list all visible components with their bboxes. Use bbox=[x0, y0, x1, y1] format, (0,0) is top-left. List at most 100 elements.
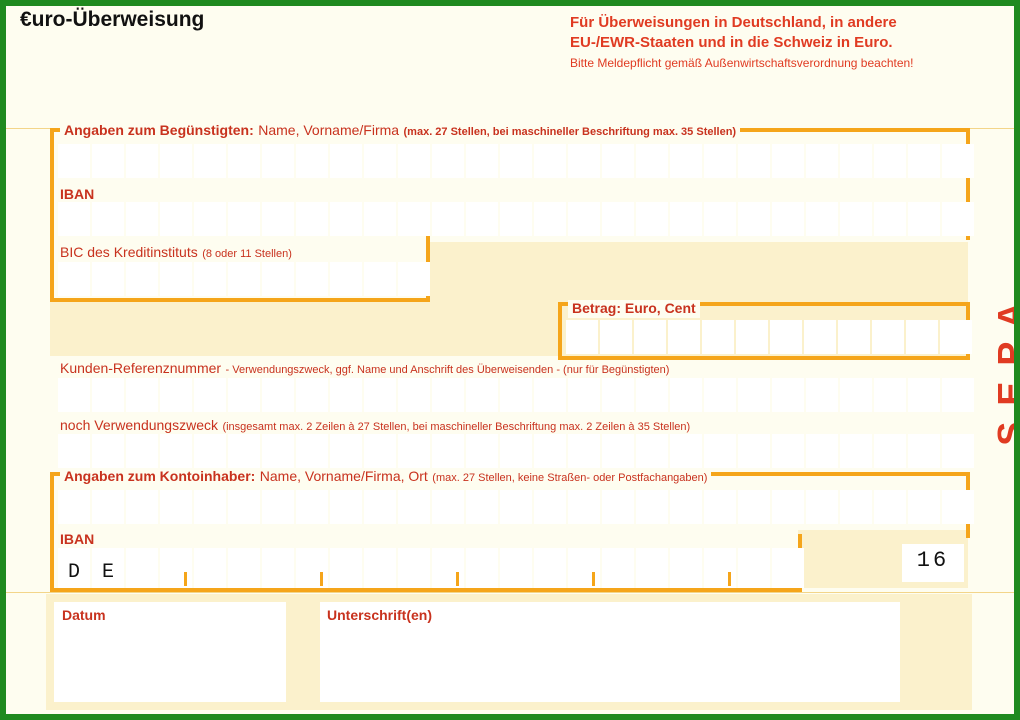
char-cell[interactable] bbox=[704, 490, 736, 524]
char-cell[interactable] bbox=[566, 320, 598, 354]
char-cell[interactable] bbox=[738, 490, 770, 524]
char-cell[interactable] bbox=[874, 378, 906, 412]
char-cell[interactable] bbox=[602, 144, 634, 178]
char-cell[interactable] bbox=[840, 144, 872, 178]
char-cell[interactable] bbox=[92, 378, 124, 412]
amount-cells[interactable] bbox=[566, 320, 972, 354]
char-cell[interactable] bbox=[668, 320, 700, 354]
char-cell[interactable] bbox=[670, 548, 702, 588]
char-cell[interactable] bbox=[228, 144, 260, 178]
char-cell[interactable] bbox=[942, 202, 974, 236]
char-cell[interactable] bbox=[636, 434, 668, 468]
char-cell[interactable] bbox=[838, 320, 870, 354]
char-cell[interactable] bbox=[634, 320, 666, 354]
beneficiary-name-cells[interactable] bbox=[58, 144, 974, 178]
char-cell[interactable] bbox=[160, 262, 192, 296]
char-cell[interactable] bbox=[296, 202, 328, 236]
char-cell[interactable] bbox=[602, 202, 634, 236]
signature-field[interactable] bbox=[320, 602, 900, 702]
char-cell[interactable] bbox=[228, 434, 260, 468]
char-cell[interactable] bbox=[58, 144, 90, 178]
char-cell[interactable] bbox=[670, 490, 702, 524]
char-cell[interactable] bbox=[534, 202, 566, 236]
char-cell[interactable] bbox=[228, 262, 260, 296]
char-cell[interactable] bbox=[636, 490, 668, 524]
char-cell[interactable] bbox=[874, 144, 906, 178]
char-cell[interactable] bbox=[398, 434, 430, 468]
char-cell[interactable] bbox=[330, 144, 362, 178]
char-cell[interactable] bbox=[126, 144, 158, 178]
char-cell[interactable] bbox=[262, 378, 294, 412]
char-cell[interactable] bbox=[398, 548, 430, 588]
char-cell[interactable] bbox=[160, 202, 192, 236]
char-cell[interactable] bbox=[126, 262, 158, 296]
char-cell[interactable] bbox=[704, 434, 736, 468]
char-cell[interactable] bbox=[330, 262, 362, 296]
char-cell[interactable] bbox=[806, 490, 838, 524]
char-cell[interactable] bbox=[92, 202, 124, 236]
char-cell[interactable] bbox=[772, 378, 804, 412]
char-cell[interactable] bbox=[906, 320, 938, 354]
holder-name-cells[interactable] bbox=[58, 490, 974, 524]
char-cell[interactable] bbox=[398, 144, 430, 178]
char-cell[interactable] bbox=[602, 378, 634, 412]
char-cell[interactable] bbox=[58, 434, 90, 468]
char-cell[interactable] bbox=[568, 144, 600, 178]
char-cell[interactable] bbox=[228, 202, 260, 236]
char-cell[interactable] bbox=[738, 144, 770, 178]
char-cell[interactable] bbox=[92, 262, 124, 296]
char-cell[interactable] bbox=[262, 434, 294, 468]
char-cell[interactable] bbox=[534, 144, 566, 178]
char-cell[interactable] bbox=[466, 378, 498, 412]
char-cell[interactable] bbox=[568, 490, 600, 524]
char-cell[interactable] bbox=[636, 202, 668, 236]
char-cell[interactable] bbox=[942, 378, 974, 412]
char-cell[interactable] bbox=[772, 548, 804, 588]
char-cell[interactable] bbox=[160, 490, 192, 524]
char-cell[interactable] bbox=[194, 490, 226, 524]
char-cell[interactable] bbox=[500, 144, 532, 178]
char-cell[interactable] bbox=[840, 202, 872, 236]
char-cell[interactable] bbox=[398, 378, 430, 412]
char-cell[interactable] bbox=[908, 434, 940, 468]
char-cell[interactable] bbox=[772, 434, 804, 468]
char-cell[interactable] bbox=[466, 144, 498, 178]
char-cell[interactable] bbox=[840, 434, 872, 468]
char-cell[interactable] bbox=[466, 202, 498, 236]
char-cell[interactable] bbox=[942, 434, 974, 468]
char-cell[interactable] bbox=[908, 378, 940, 412]
char-cell[interactable] bbox=[806, 202, 838, 236]
char-cell[interactable] bbox=[398, 262, 430, 296]
char-cell[interactable] bbox=[568, 202, 600, 236]
char-cell[interactable] bbox=[194, 202, 226, 236]
char-cell[interactable] bbox=[600, 320, 632, 354]
char-cell[interactable] bbox=[500, 490, 532, 524]
char-cell[interactable] bbox=[262, 262, 294, 296]
char-cell[interactable] bbox=[636, 548, 668, 588]
char-cell[interactable] bbox=[296, 262, 328, 296]
char-cell[interactable] bbox=[262, 490, 294, 524]
purpose2-cells[interactable] bbox=[58, 434, 974, 468]
char-cell[interactable] bbox=[432, 202, 464, 236]
char-cell[interactable] bbox=[364, 490, 396, 524]
char-cell[interactable] bbox=[738, 378, 770, 412]
char-cell[interactable] bbox=[364, 202, 396, 236]
reference-cells[interactable] bbox=[58, 378, 974, 412]
char-cell[interactable] bbox=[500, 378, 532, 412]
char-cell[interactable] bbox=[636, 378, 668, 412]
char-cell[interactable] bbox=[534, 378, 566, 412]
char-cell[interactable] bbox=[636, 144, 668, 178]
char-cell[interactable] bbox=[874, 202, 906, 236]
char-cell[interactable] bbox=[806, 144, 838, 178]
char-cell[interactable] bbox=[194, 434, 226, 468]
char-cell[interactable] bbox=[840, 378, 872, 412]
char-cell[interactable] bbox=[296, 490, 328, 524]
char-cell[interactable] bbox=[942, 490, 974, 524]
char-cell[interactable] bbox=[160, 434, 192, 468]
bic-cells[interactable] bbox=[58, 262, 430, 296]
char-cell[interactable] bbox=[872, 320, 904, 354]
char-cell[interactable] bbox=[772, 144, 804, 178]
char-cell[interactable] bbox=[702, 320, 734, 354]
char-cell[interactable] bbox=[772, 490, 804, 524]
char-cell[interactable] bbox=[194, 262, 226, 296]
